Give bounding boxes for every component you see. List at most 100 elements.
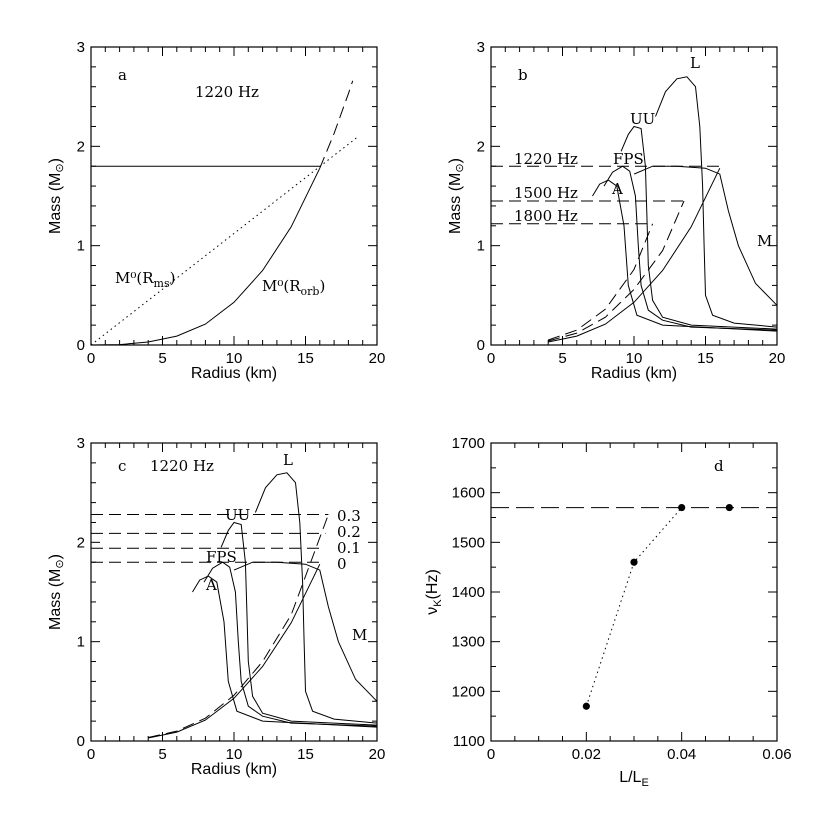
y-tick-label: 0 xyxy=(477,337,485,354)
x-tick-label: 10 xyxy=(226,746,243,763)
panel-c-series-l xyxy=(254,472,378,724)
panel-c-series-a xyxy=(192,575,378,728)
panel-a-y-label: Mass (M⊙) xyxy=(47,158,66,234)
y-tick-label: 3 xyxy=(477,39,485,56)
panel-b-series-l xyxy=(655,76,778,328)
y-tick-label: 0 xyxy=(77,733,85,750)
panel-c-series-uu xyxy=(220,521,378,726)
panel-b-series-a xyxy=(592,179,778,332)
x-tick-label: 10 xyxy=(626,350,643,367)
panel-c: 0 5 10 15 20 0 1 2 3 c 1220 Hz 0.3 0.2 0.1 0 L U… xyxy=(47,435,385,778)
label-spin-0.1: 0.1 xyxy=(337,539,361,557)
panel-c-frequency-label: 1220 Hz xyxy=(150,457,214,475)
panel-b-ticks: 0 5 10 15 20 0 1 2 3 xyxy=(477,39,786,367)
panel-d-x-label: L/LE xyxy=(619,769,649,789)
y-tick-label: 2 xyxy=(77,138,85,155)
x-tick-label: 0.06 xyxy=(762,746,791,763)
y-tick-label: 1 xyxy=(477,238,485,255)
label-eos-l: L xyxy=(690,54,700,72)
y-tick-label: 2 xyxy=(477,138,485,155)
x-tick-label: 0 xyxy=(487,746,495,763)
y-tick-label: 1400 xyxy=(452,584,485,601)
x-tick-label: 0.04 xyxy=(667,746,696,763)
x-tick-label: 15 xyxy=(297,350,314,367)
y-tick-label: 3 xyxy=(77,39,85,56)
panel-b-curves xyxy=(491,76,778,343)
label-c-eos-fps: FPS xyxy=(206,548,237,566)
panel-a-series-m0-rorb- xyxy=(90,167,321,346)
x-tick-label: 15 xyxy=(297,746,314,763)
panel-b: 0 5 10 15 20 0 1 2 3 b 1220 Hz 1500 Hz 1800 Hz L… xyxy=(447,39,785,382)
x-tick-label: 5 xyxy=(558,350,566,367)
panel-d-letter: d xyxy=(714,457,724,475)
y-tick-label: 1 xyxy=(77,634,85,651)
label-1500-hz: 1500 Hz xyxy=(514,184,578,202)
label-1220-hz: 1220 Hz xyxy=(514,150,578,168)
panel-b-series-fps xyxy=(603,165,778,331)
panel-c-series-m xyxy=(233,561,378,702)
panel-c-curves xyxy=(91,472,378,739)
label-eos-fps: FPS xyxy=(613,150,644,168)
label-m0-rorb: M⁰(Rorb) xyxy=(262,277,325,298)
y-tick-label: 1 xyxy=(77,238,85,255)
label-eos-m: M xyxy=(757,232,772,250)
panel-c-series-fps xyxy=(203,561,378,727)
y-tick-label: 1700 xyxy=(452,435,485,452)
y-tick-label: 1500 xyxy=(452,534,485,551)
label-1800-hz: 1800 Hz xyxy=(514,207,578,225)
panel-b-series-rorb-1500 xyxy=(548,200,685,342)
label-c-eos-uu: UU xyxy=(225,506,250,524)
label-eos-a: A xyxy=(611,180,623,198)
y-tick-label: 1300 xyxy=(452,634,485,651)
panel-c-ticks: 0 5 10 15 20 0 1 2 3 xyxy=(77,435,386,763)
panel-b-letter: b xyxy=(518,66,528,84)
y-tick-label: 1100 xyxy=(453,733,485,750)
panel-d-ticks: 0 0.02 0.04 0.06 1100 1200 1300 1400 1500 1600 170… xyxy=(452,435,792,763)
y-tick-label: 2 xyxy=(77,534,85,551)
y-tick-label: 1600 xyxy=(452,485,485,502)
panel-c-x-label: Radius (km) xyxy=(191,761,277,778)
panel-a-ticks: 0 5 10 15 20 0 1 2 3 xyxy=(77,39,386,367)
panel-d-curves xyxy=(491,503,777,710)
x-tick-label: 20 xyxy=(369,350,386,367)
label-c-eos-m: M xyxy=(352,626,367,644)
panel-c-series-rorb-j-0 xyxy=(148,563,321,739)
panel-a-letter: a xyxy=(118,66,127,84)
panel-c-letter: c xyxy=(118,457,126,475)
panel-b-series-rorb-1220 xyxy=(548,167,721,343)
x-tick-label: 0 xyxy=(87,350,95,367)
x-tick-label: 15 xyxy=(697,350,714,367)
panel-d-point xyxy=(678,503,686,512)
panel-a-x-label: Radius (km) xyxy=(191,365,277,382)
panel-b-series-rorb-1800 xyxy=(548,223,654,341)
x-tick-label: 0 xyxy=(87,746,95,763)
panel-a-series-m0-rorb-beyond xyxy=(319,80,354,169)
panel-a-frequency-label: 1220 Hz xyxy=(195,83,259,101)
panel-d-point xyxy=(630,558,638,566)
label-eos-uu: UU xyxy=(630,110,655,128)
x-tick-label: 20 xyxy=(369,746,386,763)
label-c-eos-a: A xyxy=(205,576,217,594)
y-tick-label: 0 xyxy=(77,337,85,354)
panel-d: 0 0.02 0.04 0.06 1100 1200 1300 1400 1500 1600 170… xyxy=(424,435,792,789)
panel-d-point xyxy=(582,702,590,710)
label-spin-0: 0 xyxy=(337,555,347,573)
label-c-eos-l: L xyxy=(283,451,293,469)
x-tick-label: 5 xyxy=(158,746,166,763)
panel-d-dotted-connector xyxy=(585,507,683,707)
x-tick-label: 10 xyxy=(226,350,243,367)
label-spin-0.3: 0.3 xyxy=(337,507,361,525)
panel-c-y-label: Mass (M⊙) xyxy=(47,554,66,630)
y-tick-label: 1200 xyxy=(452,683,485,700)
panel-d-point xyxy=(725,503,733,512)
panel-c-series-rorb-j-0-3 xyxy=(148,514,329,738)
panel-b-series-uu xyxy=(620,125,778,330)
label-m0-rms: M⁰(Rms) xyxy=(115,269,175,290)
x-tick-label: 20 xyxy=(769,350,786,367)
panel-b-y-label: Mass (M⊙) xyxy=(447,158,466,234)
panel-b-x-label: Radius (km) xyxy=(591,365,677,382)
y-tick-label: 3 xyxy=(77,435,85,452)
x-tick-label: 0 xyxy=(487,350,495,367)
